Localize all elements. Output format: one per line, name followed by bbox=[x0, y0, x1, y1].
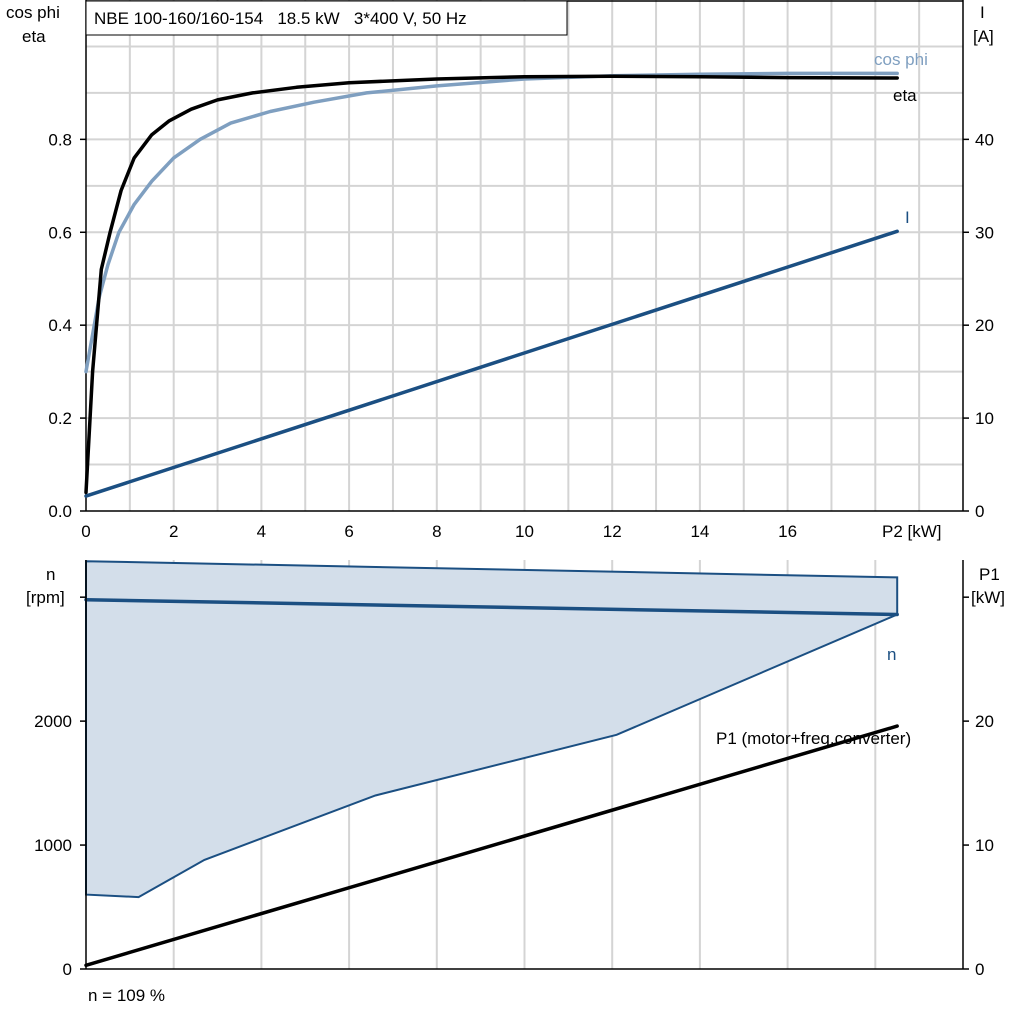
top-right-y-tick-label-20: 20 bbox=[975, 316, 994, 335]
top-x-tick-label-12: 12 bbox=[603, 522, 622, 541]
bottom-left-y-tick-label-1000: 1000 bbox=[34, 836, 72, 855]
top-left-y-tick-label-0-6: 0.6 bbox=[48, 223, 72, 242]
top-left-axis-label-line1: cos phi bbox=[6, 3, 60, 22]
bottom-right-axis-label-line2: [kW] bbox=[971, 588, 1005, 607]
chart-title: NBE 100-160/160-154 18.5 kW 3*400 V, 50 … bbox=[94, 9, 467, 28]
bottom-right-axis-label-line1: P1 bbox=[979, 565, 1000, 584]
series-label-eta: eta bbox=[893, 86, 917, 105]
bottom-left-y-tick-label-0: 0 bbox=[63, 960, 72, 979]
bottom-right-y-tick-label-20: 20 bbox=[975, 712, 994, 731]
top-left-y-tick-label-0-8: 0.8 bbox=[48, 130, 72, 149]
top-left-y-tick-label-0-2: 0.2 bbox=[48, 409, 72, 428]
top-right-y-tick-label-40: 40 bbox=[975, 130, 994, 149]
bottom-left-axis-label-line1: n bbox=[46, 565, 55, 584]
top-series-layer bbox=[84, 71, 899, 498]
top-x-tick-label-4: 4 bbox=[257, 522, 266, 541]
top-left-y-tick-label-0-0: 0.0 bbox=[48, 502, 72, 521]
bottom-left-y-tick-label-2000: 2000 bbox=[34, 712, 72, 731]
operating-region-area bbox=[85, 560, 899, 899]
top-right-axis-label-line1: I bbox=[980, 3, 985, 22]
top-x-tick-label-6: 6 bbox=[344, 522, 353, 541]
top-x-tick-label-14: 14 bbox=[690, 522, 709, 541]
top-ticks: 0 2 4 6 8 10 12 14 16 0.0 0.2 0.4 0.6 0.8 0 10 20 30 40 bbox=[48, 130, 994, 541]
top-x-tick-label-10: 10 bbox=[515, 522, 534, 541]
series-line-n bbox=[84, 597, 899, 617]
series-label-speed: n bbox=[887, 645, 896, 664]
top-x-tick-label-8: 8 bbox=[432, 522, 441, 541]
series-label-p1: P1 (motor+freq.converter) bbox=[716, 729, 911, 748]
bottom-series-layer bbox=[84, 560, 899, 968]
bottom-ticks: 0 1000 2000 0 10 20 bbox=[34, 596, 994, 979]
footnote-speed-percent: n = 109 % bbox=[88, 986, 165, 1005]
bottom-right-y-tick-label-0: 0 bbox=[975, 960, 984, 979]
top-right-y-tick-label-10: 10 bbox=[975, 409, 994, 428]
bottom-plot-frame bbox=[85, 560, 964, 970]
series-line-i bbox=[84, 229, 899, 498]
top-right-y-tick-label-30: 30 bbox=[975, 223, 994, 242]
top-right-axis-label-line2: [A] bbox=[973, 27, 994, 46]
series-line-p1-motor-freq-converter bbox=[84, 724, 899, 968]
top-right-y-tick-label-0: 0 bbox=[975, 502, 984, 521]
series-line-cos-phi bbox=[84, 71, 899, 374]
bottom-left-axis-label-line2: [rpm] bbox=[26, 588, 65, 607]
top-grid bbox=[86, 0, 963, 511]
top-x-tick-label-16: 16 bbox=[778, 522, 797, 541]
series-line-eta bbox=[84, 74, 899, 495]
series-label-cos-phi: cos phi bbox=[874, 50, 928, 69]
series-label-current: I bbox=[905, 208, 910, 227]
top-x-axis-label: P2 [kW] bbox=[882, 522, 942, 541]
top-x-tick-label-2: 2 bbox=[169, 522, 178, 541]
top-left-axis-label-line2: eta bbox=[22, 27, 46, 46]
bottom-right-y-tick-label-10: 10 bbox=[975, 836, 994, 855]
chart-title-box bbox=[85, 0, 568, 36]
top-x-tick-label-0: 0 bbox=[81, 522, 90, 541]
top-left-y-tick-label-0-4: 0.4 bbox=[48, 316, 72, 335]
